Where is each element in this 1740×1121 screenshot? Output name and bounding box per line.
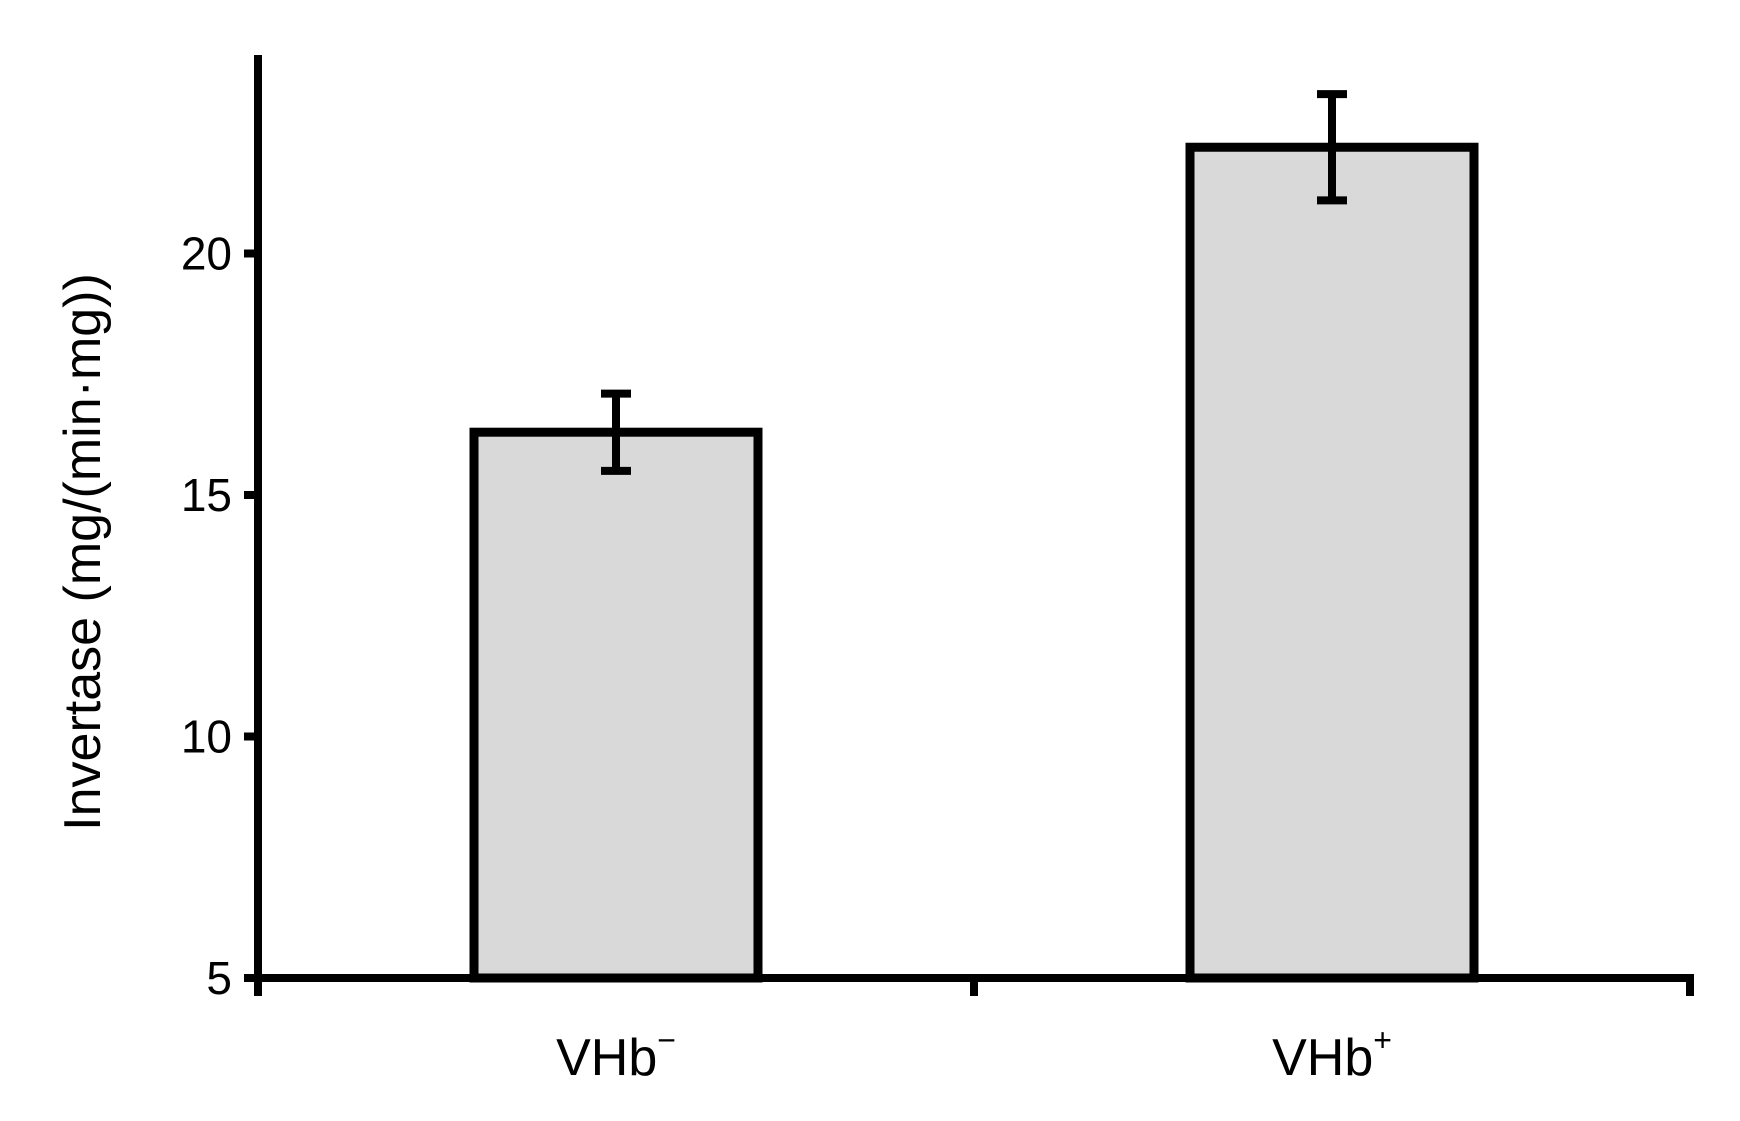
error-bar-1 — [601, 389, 631, 475]
error-bar-2 — [1317, 90, 1347, 205]
error-bars — [601, 90, 1347, 475]
y-tick-label: 15 — [181, 469, 232, 521]
x-tick-label-1: VHb− — [556, 1022, 676, 1087]
y-tick-label: 5 — [206, 952, 232, 1004]
y-tick-label: 10 — [181, 711, 232, 763]
y-axis-title: Invertase (mg/(min·mg)) — [54, 273, 112, 831]
x-tick-label-2: VHb+ — [1272, 1022, 1392, 1087]
bars — [469, 142, 1479, 983]
labels: VHb− VHb+ 5 10 15 20 — [181, 228, 1392, 1088]
y-tick-label: 20 — [181, 228, 232, 280]
bar-1 — [469, 427, 763, 983]
bar-2 — [1185, 142, 1479, 983]
